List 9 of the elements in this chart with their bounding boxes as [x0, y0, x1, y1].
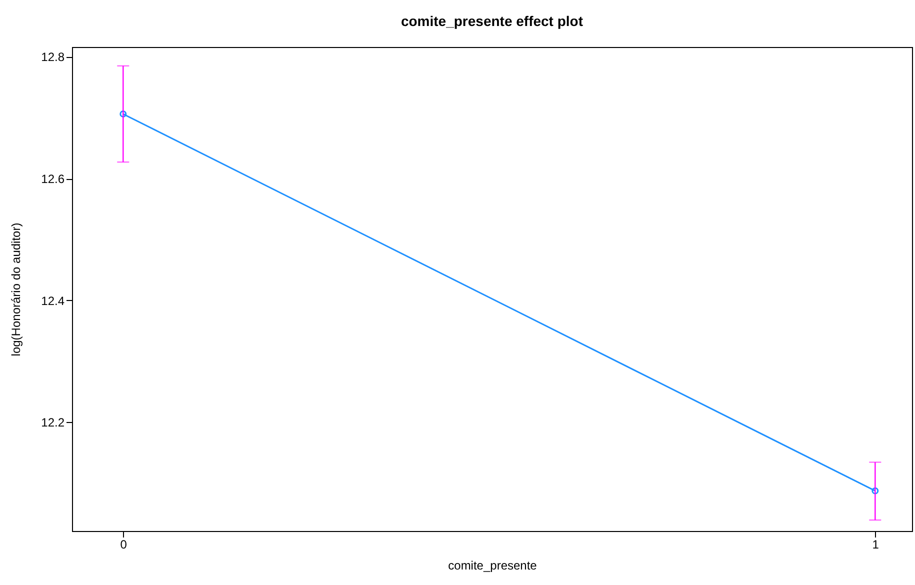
- y-axis-title: log(Honorário do auditor): [9, 222, 24, 356]
- x-tick-label: 1: [872, 538, 880, 552]
- chart-title: comite_presente effect plot: [400, 13, 584, 29]
- x-tick-label: 0: [120, 538, 128, 552]
- x-axis-title: comite_presente: [448, 558, 538, 572]
- y-tick-label: 12.6: [41, 172, 65, 186]
- y-tick-label: 12.8: [41, 50, 65, 64]
- y-tick-label: 12.4: [41, 294, 65, 308]
- y-tick-label: 12.2: [41, 416, 65, 430]
